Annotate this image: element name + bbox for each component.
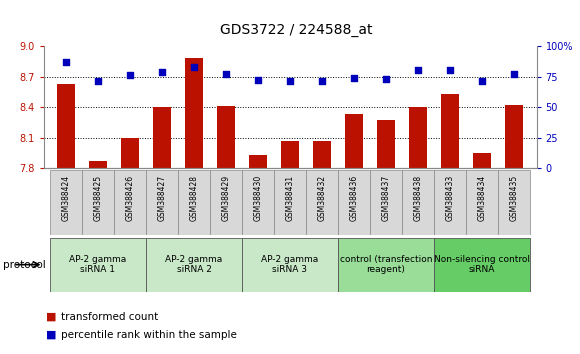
FancyBboxPatch shape [82,170,114,235]
Text: GSM388426: GSM388426 [125,175,135,221]
FancyBboxPatch shape [498,170,530,235]
FancyBboxPatch shape [434,170,466,235]
Point [445,68,455,73]
Text: GSM388432: GSM388432 [317,175,327,221]
Text: ■: ■ [46,330,57,339]
FancyBboxPatch shape [242,238,338,291]
Text: GSM388428: GSM388428 [190,175,198,221]
Text: AP-2 gamma
siRNA 3: AP-2 gamma siRNA 3 [262,255,318,274]
Point [125,73,135,78]
Bar [89,161,107,168]
FancyBboxPatch shape [178,170,210,235]
Point [222,71,231,77]
FancyBboxPatch shape [146,170,178,235]
Text: GSM388431: GSM388431 [285,175,295,221]
Text: GSM388427: GSM388427 [157,175,166,221]
Text: protocol: protocol [3,259,46,270]
FancyBboxPatch shape [146,238,242,291]
Point [477,79,487,84]
Text: GSM388434: GSM388434 [477,175,487,221]
Bar [345,114,363,168]
Bar [121,138,139,168]
Text: GSM388424: GSM388424 [61,175,70,221]
Text: GSM388436: GSM388436 [350,175,358,221]
Point [93,79,103,84]
Bar [57,84,75,168]
Point [414,68,423,73]
Bar [153,107,171,168]
Text: GDS3722 / 224588_at: GDS3722 / 224588_at [220,23,373,37]
FancyBboxPatch shape [114,170,146,235]
Point [349,75,358,81]
Text: GSM388425: GSM388425 [93,175,103,221]
Text: GSM388437: GSM388437 [382,175,390,221]
Text: transformed count: transformed count [61,312,158,322]
Text: GSM388438: GSM388438 [414,175,423,221]
Point [382,76,391,82]
FancyBboxPatch shape [50,170,82,235]
FancyBboxPatch shape [210,170,242,235]
Bar [377,120,395,168]
Point [253,78,263,83]
Point [61,59,71,65]
Text: GSM388430: GSM388430 [253,175,263,221]
Bar [409,107,427,168]
Text: GSM388435: GSM388435 [510,175,519,221]
FancyBboxPatch shape [434,238,530,291]
Bar [217,106,235,168]
Bar [281,141,299,168]
FancyBboxPatch shape [50,238,146,291]
Point [285,79,295,84]
Bar [505,105,523,168]
Point [189,64,198,70]
Bar [249,155,267,168]
Text: GSM388429: GSM388429 [222,175,230,221]
FancyBboxPatch shape [274,170,306,235]
Bar [473,153,491,168]
FancyBboxPatch shape [338,170,370,235]
Text: AP-2 gamma
siRNA 2: AP-2 gamma siRNA 2 [165,255,223,274]
Text: percentile rank within the sample: percentile rank within the sample [61,330,237,339]
Text: control (transfection
reagent): control (transfection reagent) [340,255,432,274]
Bar [441,94,459,168]
Point [317,79,327,84]
FancyBboxPatch shape [466,170,498,235]
Text: AP-2 gamma
siRNA 1: AP-2 gamma siRNA 1 [69,255,126,274]
Text: Non-silencing control
siRNA: Non-silencing control siRNA [434,255,530,274]
Point [157,69,166,74]
Text: ■: ■ [46,312,57,322]
Bar [185,58,203,168]
FancyBboxPatch shape [306,170,338,235]
Bar [313,141,331,168]
FancyBboxPatch shape [338,238,434,291]
FancyBboxPatch shape [402,170,434,235]
Text: GSM388433: GSM388433 [445,175,455,221]
Point [509,71,519,77]
FancyBboxPatch shape [370,170,402,235]
FancyBboxPatch shape [242,170,274,235]
